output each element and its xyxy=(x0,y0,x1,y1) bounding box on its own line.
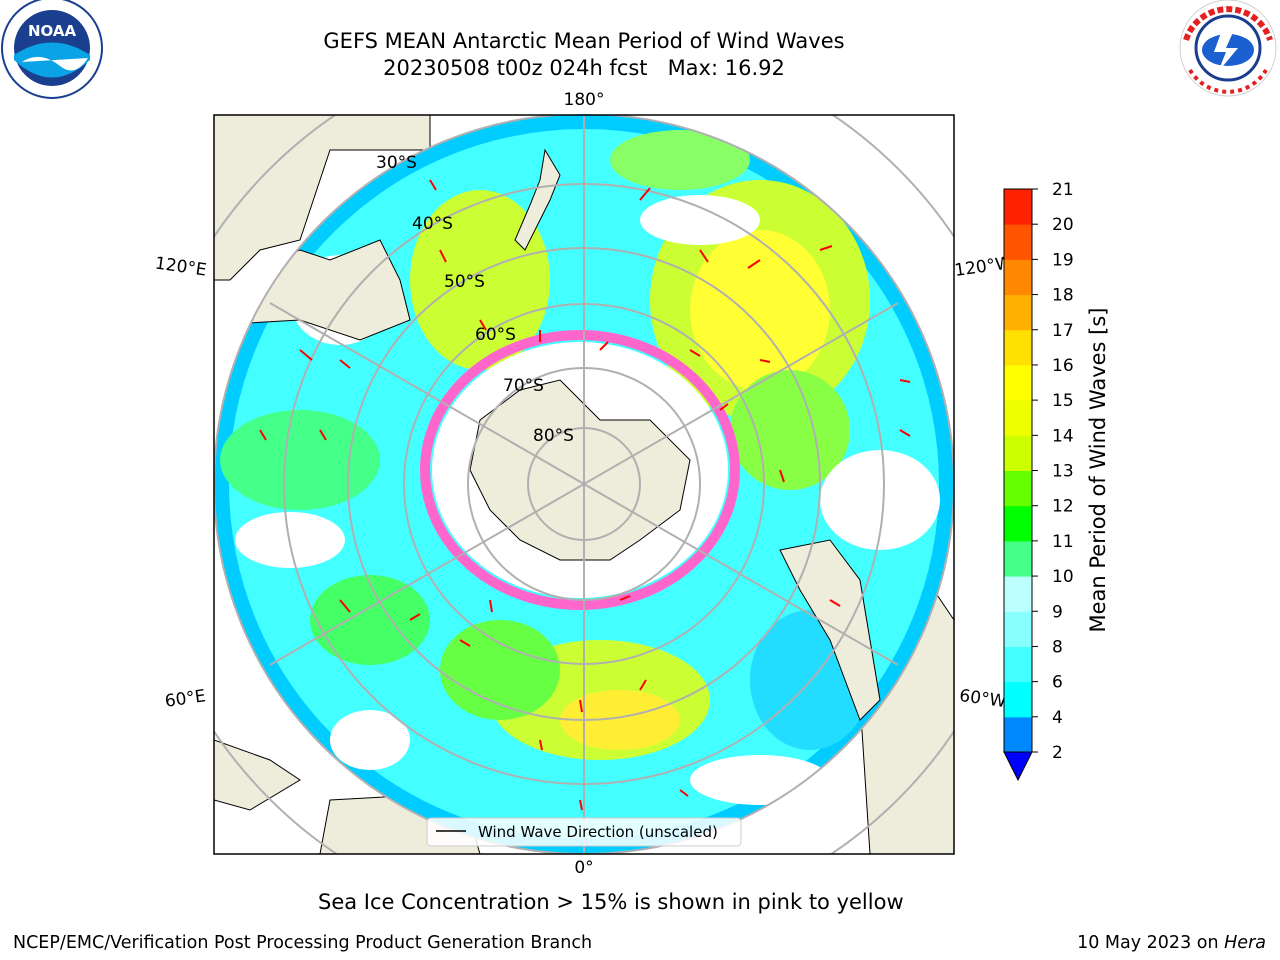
colorbar-tick-label: 4 xyxy=(1052,708,1063,728)
colorbar-tick-label: 13 xyxy=(1052,462,1074,482)
colorbar-segment xyxy=(1004,224,1032,260)
lat-label-40s: 40°S xyxy=(412,214,453,234)
lon-label-180: 180° xyxy=(564,90,605,110)
wind-wave-arrows xyxy=(259,179,911,811)
colorbar-segment xyxy=(1004,364,1032,401)
colorbar-tick-label: 14 xyxy=(1052,426,1074,446)
lat-label-30s: 30°S xyxy=(376,153,417,173)
noaa-logo: NOAA xyxy=(1,0,103,99)
latitude-labels: 30°S 40°S 50°S 60°S 70°S 80°S xyxy=(376,153,574,446)
colorbar-segment xyxy=(1004,681,1032,718)
colorbar-tick-label: 18 xyxy=(1052,286,1074,306)
colorbar-tick-label: 16 xyxy=(1052,356,1074,376)
colorbar-segment xyxy=(1004,329,1032,366)
colorbar-segment xyxy=(1004,540,1032,577)
colorbar-tick-label: 12 xyxy=(1052,497,1074,517)
colorbar-segment xyxy=(1004,435,1032,471)
map-title: GEFS MEAN Antarctic Mean Period of Wind … xyxy=(323,29,845,53)
colorbar-tick-label: 2 xyxy=(1052,743,1063,763)
colorbar-segment xyxy=(1004,611,1032,647)
colorbar-tick-label: 17 xyxy=(1052,321,1074,341)
colorbar-tick-label: 15 xyxy=(1052,391,1074,411)
footer-host: Hera xyxy=(1224,933,1266,953)
footer-date-text: 10 May 2023 on xyxy=(1077,933,1225,953)
colorbar-label: Mean Period of Wind Waves [s] xyxy=(1086,308,1110,633)
colorbar-tick-label: 11 xyxy=(1052,532,1074,552)
colorbar-segment xyxy=(1004,576,1032,612)
colorbar-extend-arrow xyxy=(1003,751,1033,782)
colorbar-segment xyxy=(1004,400,1032,436)
colorbar-segment xyxy=(1004,259,1032,296)
lat-label-70s: 70°S xyxy=(503,376,544,396)
colorbar: 2 4 6 8 9 10 11 12 13 14 15 16 17 18 19 20 21 xyxy=(1003,180,1074,782)
lat-label-50s: 50°S xyxy=(444,272,485,292)
lat-label-80s: 80°S xyxy=(533,426,574,446)
colorbar-segment xyxy=(1004,716,1032,753)
colorbar-tick-label: 21 xyxy=(1052,180,1074,200)
graticule xyxy=(214,115,954,854)
map-subtitle-forecast: 20230508 t00z 024h fcst Max: 16.92 xyxy=(383,56,785,80)
antarctica-landmass xyxy=(469,379,691,561)
lon-label-0: 0° xyxy=(574,858,593,878)
colorbar-segment xyxy=(1004,294,1032,331)
noaa-logo-text: NOAA xyxy=(28,22,77,40)
colorbar-tick-label: 10 xyxy=(1052,567,1074,587)
colorbar-tick-label: 9 xyxy=(1052,602,1063,622)
nws-logo xyxy=(1179,0,1277,97)
colorbar-tick-label: 19 xyxy=(1052,250,1074,270)
lon-label-120e: 120°E xyxy=(154,254,208,281)
legend-label: Wind Wave Direction (unscaled) xyxy=(478,823,718,841)
colorbar-segment xyxy=(1004,646,1032,683)
lon-label-60w: 60°W xyxy=(958,686,1007,712)
lon-label-60e: 60°E xyxy=(164,686,207,711)
colorbar-segment xyxy=(1004,505,1032,542)
colorbar-tick-label: 20 xyxy=(1052,215,1074,235)
map-border xyxy=(213,114,955,855)
south-america-landmass xyxy=(779,539,881,721)
lat-label-60s: 60°S xyxy=(475,325,516,345)
colorbar-tick-label: 8 xyxy=(1052,637,1063,657)
colorbar-segment xyxy=(1004,470,1032,507)
arrow-legend: Wind Wave Direction (unscaled) xyxy=(426,817,742,847)
colorbar-tick-label: 6 xyxy=(1052,673,1063,693)
footer-date: 10 May 2023 on Hera xyxy=(1077,933,1266,953)
colorbar-segment xyxy=(1004,189,1032,225)
footer-credit: NCEP/EMC/Verification Post Processing Pr… xyxy=(13,933,593,953)
